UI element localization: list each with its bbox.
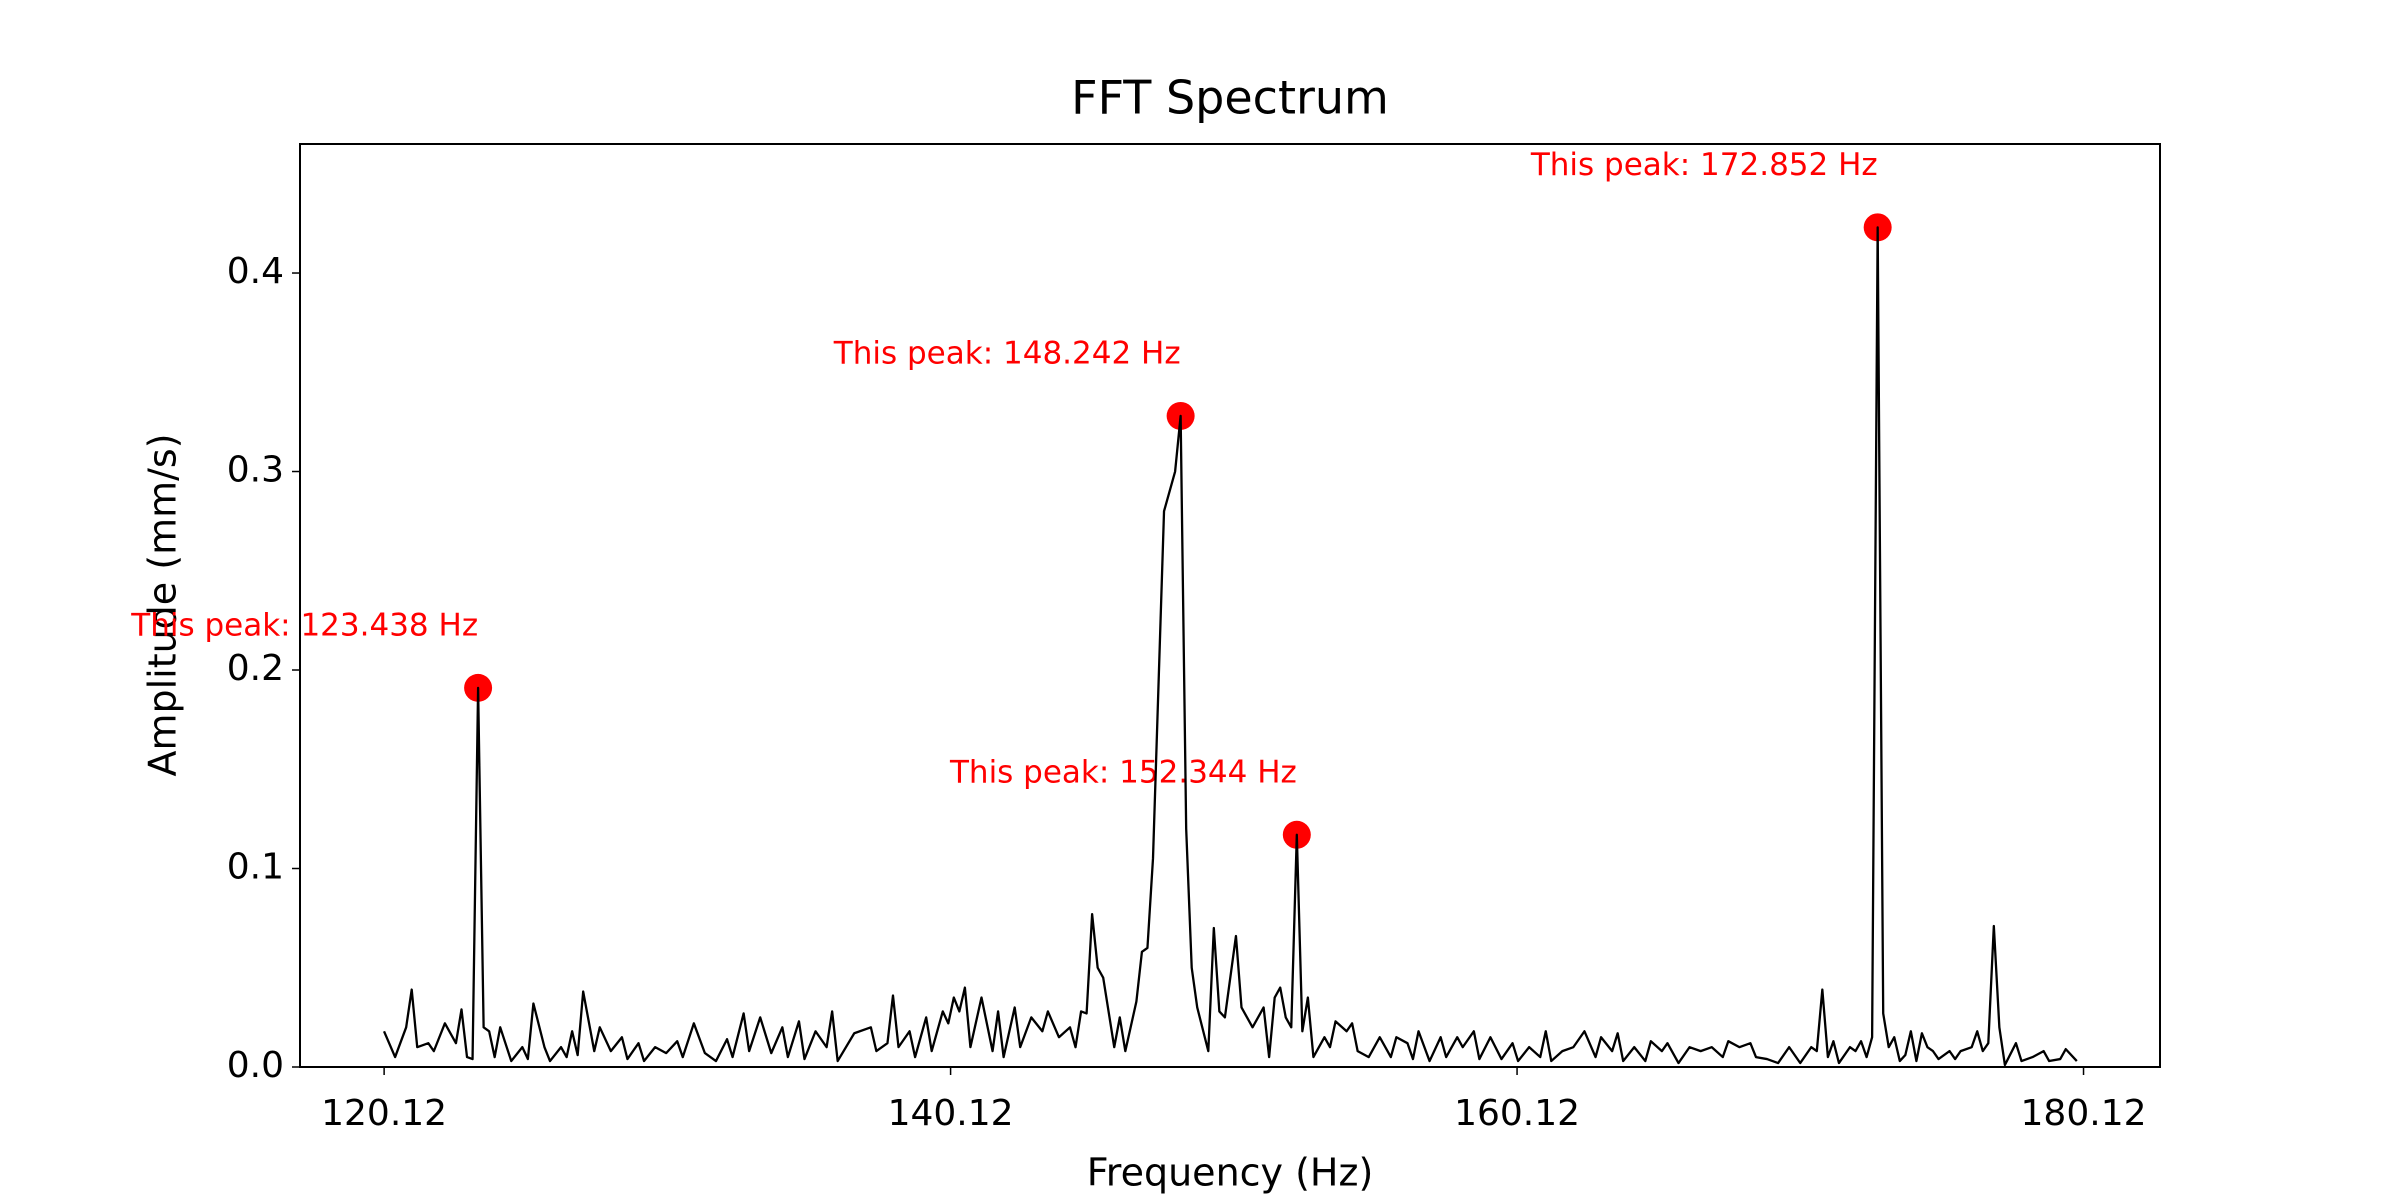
x-tick-label: 140.12 — [888, 1093, 1014, 1134]
x-tick-label: 160.12 — [1454, 1093, 1580, 1134]
spectrum-line — [382, 226, 2078, 1067]
x-axis-label: Frequency (Hz) — [1087, 1151, 1374, 1195]
y-tick-label: 0.0 — [227, 1045, 284, 1086]
chart-title: FFT Spectrum — [1071, 71, 1389, 125]
x-tick-label: 120.12 — [321, 1093, 447, 1134]
y-tick-label: 0.3 — [227, 450, 284, 491]
plot-frame — [299, 143, 2161, 1068]
x-tick-label: 180.12 — [2021, 1093, 2147, 1134]
peak-annotation: This peak: 123.438 Hz — [130, 607, 478, 643]
y-tick-label: 0.2 — [227, 648, 284, 689]
peak-annotation: This peak: 148.242 Hz — [833, 335, 1181, 371]
y-axis-label: Amplitude (mm/s) — [141, 433, 185, 776]
y-tick-label: 0.4 — [227, 251, 284, 292]
peak-annotation: This peak: 152.344 Hz — [949, 754, 1297, 790]
peak-annotation: This peak: 172.852 Hz — [1530, 147, 1878, 183]
y-tick-label: 0.1 — [227, 847, 284, 888]
